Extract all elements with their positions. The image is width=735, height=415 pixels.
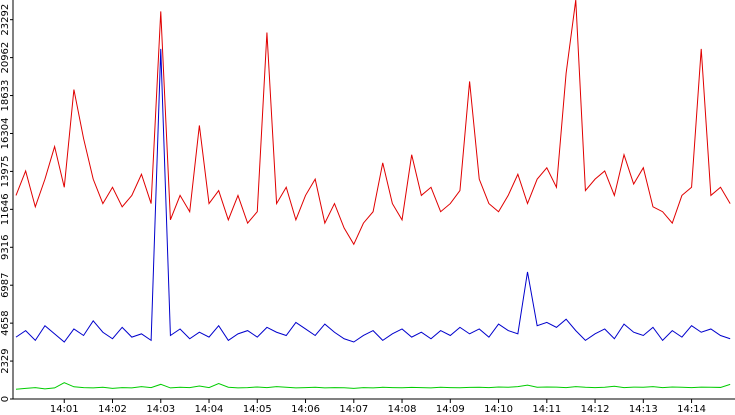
x-tick-label: 14:01 [50,404,79,415]
y-tick-label: 9316 [0,235,11,260]
y-tick-label: 23292 [0,4,11,36]
x-tick-label: 14:02 [98,404,127,415]
x-tick-label: 14:06 [291,404,320,415]
y-tick-label: 16304 [0,118,11,150]
series-line [15,382,731,390]
y-tick-label: 11646 [0,193,11,225]
y-tick-label: 18633 [0,80,11,112]
x-tick-label: 14:13 [629,404,658,415]
x-tick-label: 14:07 [339,404,368,415]
series-line [15,48,731,343]
x-tick-label: 14:04 [195,404,224,415]
y-tick-label: 0 [0,396,11,402]
y-tick-label: 4658 [0,310,11,335]
y-tick-label: 2329 [0,348,11,373]
series-line [15,0,731,246]
y-tick-label: 13975 [0,156,11,188]
y-tick-label: 6987 [0,272,11,297]
x-tick-label: 14:14 [677,404,706,415]
x-tick-label: 14:05 [243,404,272,415]
x-tick-label: 14:08 [388,404,417,415]
x-tick-label: 14:03 [146,404,175,415]
x-tick-label: 14:09 [436,404,465,415]
y-tick-label: 20962 [0,42,11,74]
x-tick-label: 14:10 [484,404,513,415]
x-tick-label: 14:12 [581,404,610,415]
x-tick-label: 14:11 [532,404,561,415]
